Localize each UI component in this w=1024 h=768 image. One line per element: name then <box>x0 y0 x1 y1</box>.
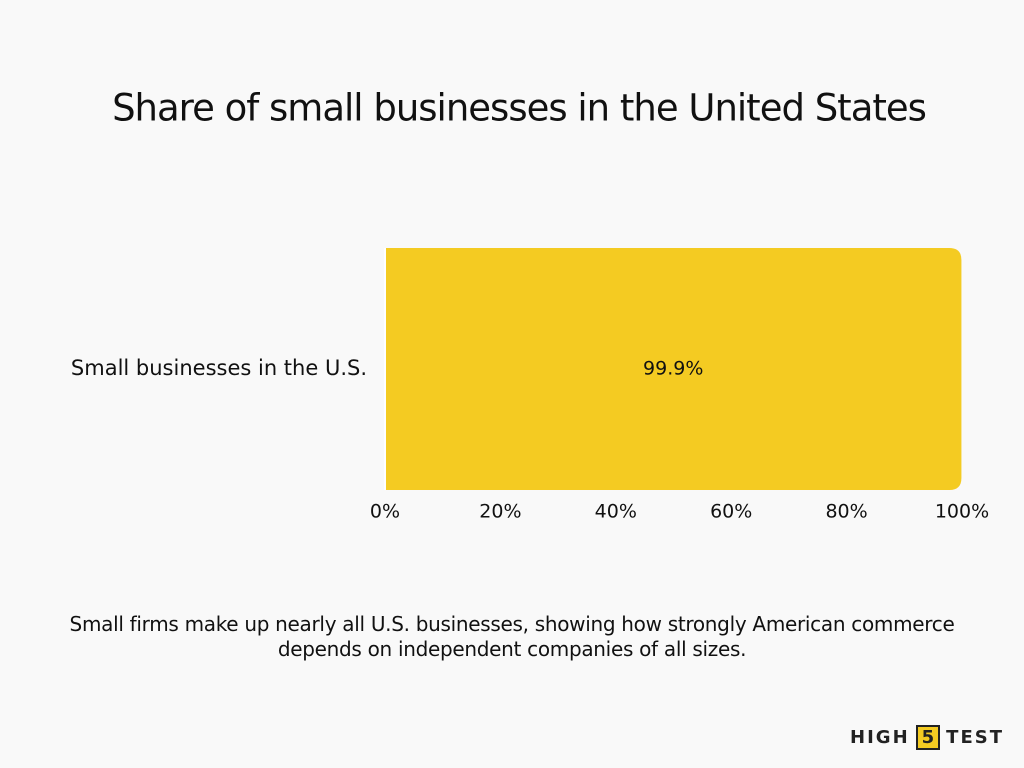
logo: HIGH 5 TEST <box>850 725 1004 750</box>
value-label: 99.9% <box>643 358 703 380</box>
x-tick-label: 60% <box>710 501 752 523</box>
x-tick-label: 100% <box>935 501 989 523</box>
chart-title: Share of small businesses in the United … <box>112 87 926 130</box>
y-tick-label: Small businesses in the U.S. <box>71 356 367 380</box>
x-tick-label: 0% <box>370 501 400 523</box>
bar <box>385 248 962 490</box>
x-tick-label: 20% <box>479 501 521 523</box>
x-tick-label: 40% <box>595 501 637 523</box>
logo-text: HIGH <box>850 727 910 748</box>
caption: Small firms make up nearly all U.S. busi… <box>69 612 955 661</box>
logo-text: 5 <box>915 725 941 750</box>
x-tick-label: 80% <box>825 501 867 523</box>
logo-text: TEST <box>946 727 1004 748</box>
